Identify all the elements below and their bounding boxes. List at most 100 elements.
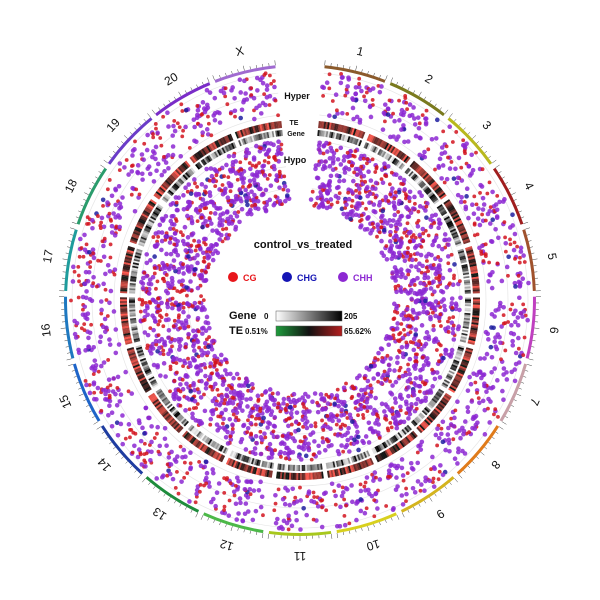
hypo-point	[266, 155, 271, 160]
hypo-point	[306, 441, 311, 447]
hypo-point	[248, 166, 253, 172]
hyper-point	[103, 271, 108, 277]
hyper-point	[79, 246, 84, 250]
te-density-bin	[377, 139, 383, 147]
te-density-bin	[241, 129, 246, 137]
hypo-point	[379, 238, 384, 244]
hypo-point	[353, 204, 359, 209]
hypo-point	[195, 370, 201, 375]
hyper-point	[362, 98, 368, 104]
hypo-point	[322, 423, 327, 429]
hypo-point	[142, 330, 148, 335]
hypo-point	[243, 380, 249, 386]
te-density-bin	[342, 467, 347, 475]
hypo-point	[381, 372, 386, 378]
hypo-point	[353, 212, 359, 218]
hyper-point	[432, 466, 437, 472]
hypo-point	[182, 224, 188, 230]
chromosome-label-19: 19	[104, 115, 124, 135]
hyper-point	[135, 170, 141, 176]
chromosome-band-5	[522, 229, 536, 292]
hypo-point	[391, 333, 396, 338]
hypo-point	[224, 209, 230, 214]
te-density-bin	[374, 455, 380, 463]
hyper-point	[333, 502, 338, 507]
hypo-point	[408, 314, 413, 319]
gene-density-bin	[194, 430, 200, 436]
te-density-bin	[457, 224, 465, 230]
hypo-point	[254, 172, 260, 178]
hyper-point	[179, 102, 184, 107]
hyper-point	[439, 145, 445, 150]
hyper-point	[155, 161, 161, 167]
chromosome-tick	[439, 107, 442, 111]
te-density-bin	[467, 253, 475, 257]
hyper-point	[358, 508, 364, 514]
te-density-bin	[254, 125, 258, 133]
hypo-point	[329, 202, 334, 207]
hypo-point	[282, 450, 288, 456]
chromosome-tick	[78, 393, 84, 397]
hyper-point	[327, 72, 332, 77]
hypo-point	[301, 424, 305, 429]
te-density-bin	[136, 222, 144, 228]
hypo-point	[173, 247, 178, 253]
hyper-point	[233, 114, 237, 119]
hyper-point	[466, 215, 471, 221]
hyper-point	[194, 491, 199, 497]
hypo-point	[237, 376, 242, 381]
te-density-bin	[206, 145, 212, 153]
hypo-point	[185, 293, 189, 298]
hyper-point	[483, 252, 488, 256]
hypo-point	[217, 216, 223, 221]
hypo-point	[337, 178, 342, 184]
hyper-point	[487, 420, 492, 425]
te-density-bin	[155, 402, 163, 409]
hypo-point	[262, 390, 268, 395]
hypo-point	[332, 401, 337, 407]
hyper-point	[104, 325, 109, 331]
gene-density-bin	[384, 440, 390, 447]
hypo-point	[228, 437, 234, 442]
hypo-point	[276, 401, 281, 406]
gene-density-bin	[342, 134, 346, 141]
te-density-bin	[449, 384, 457, 390]
hypo-point	[355, 399, 361, 404]
hypo-point	[194, 406, 199, 410]
hypo-point	[330, 418, 335, 424]
hypo-point	[152, 271, 157, 276]
chromosome-tick	[142, 478, 146, 483]
te-density-bin	[414, 165, 422, 172]
hypo-point	[426, 336, 432, 342]
gene-density-bin	[210, 440, 216, 447]
hyper-point	[139, 462, 145, 467]
hyper-point	[427, 478, 433, 484]
gene-density-bin	[183, 173, 190, 179]
gene-density-bin	[152, 383, 159, 389]
hyper-point	[113, 350, 119, 356]
te-density-bin	[279, 120, 283, 129]
te-density-bin	[418, 424, 426, 431]
te-density-bin	[390, 446, 396, 454]
gene-density-bin	[384, 153, 390, 160]
hyper-point	[96, 369, 101, 374]
te-density-bin	[460, 233, 468, 238]
hyper-point	[429, 137, 435, 142]
hypo-point	[203, 385, 209, 391]
hypo-point	[273, 158, 278, 162]
hypo-track-label: Hypo	[284, 155, 307, 165]
te-density-bin	[396, 442, 402, 450]
hypo-point	[327, 164, 333, 169]
hypo-point	[370, 157, 375, 162]
te-density-bin	[168, 175, 176, 182]
hypo-point	[324, 392, 329, 397]
hypo-point	[140, 298, 145, 302]
hypo-point	[440, 289, 446, 295]
hyper-point	[213, 503, 218, 509]
te-density-bin	[225, 457, 231, 465]
hyper-point	[404, 491, 409, 497]
hyper-point	[437, 469, 442, 474]
hypo-point	[251, 157, 257, 162]
hyper-point	[301, 505, 306, 511]
